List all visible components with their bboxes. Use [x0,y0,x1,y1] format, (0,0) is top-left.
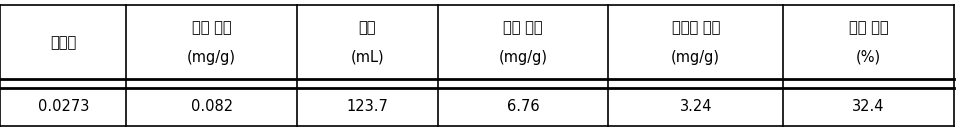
Text: (mg/g): (mg/g) [498,50,548,65]
Text: 포집 효율: 포집 효율 [848,20,888,35]
Text: 0.082: 0.082 [191,99,233,114]
Text: (%): (%) [856,50,881,65]
Text: 6.76: 6.76 [507,99,539,114]
Text: 0.0273: 0.0273 [38,99,89,114]
Text: 환산 농도: 환산 농도 [503,20,543,35]
Text: (mL): (mL) [350,50,384,65]
Text: 3.24: 3.24 [679,99,712,114]
Text: 해당 농도: 해당 농도 [192,20,232,35]
Text: 32.4: 32.4 [852,99,884,114]
Text: (mg/g): (mg/g) [187,50,236,65]
Text: 부피: 부피 [359,20,376,35]
Text: (mg/g): (mg/g) [671,50,720,65]
Text: 포집된 농도: 포집된 농도 [671,20,720,35]
Text: 123.7: 123.7 [346,99,388,114]
Text: 흡광도: 흡광도 [51,35,76,50]
